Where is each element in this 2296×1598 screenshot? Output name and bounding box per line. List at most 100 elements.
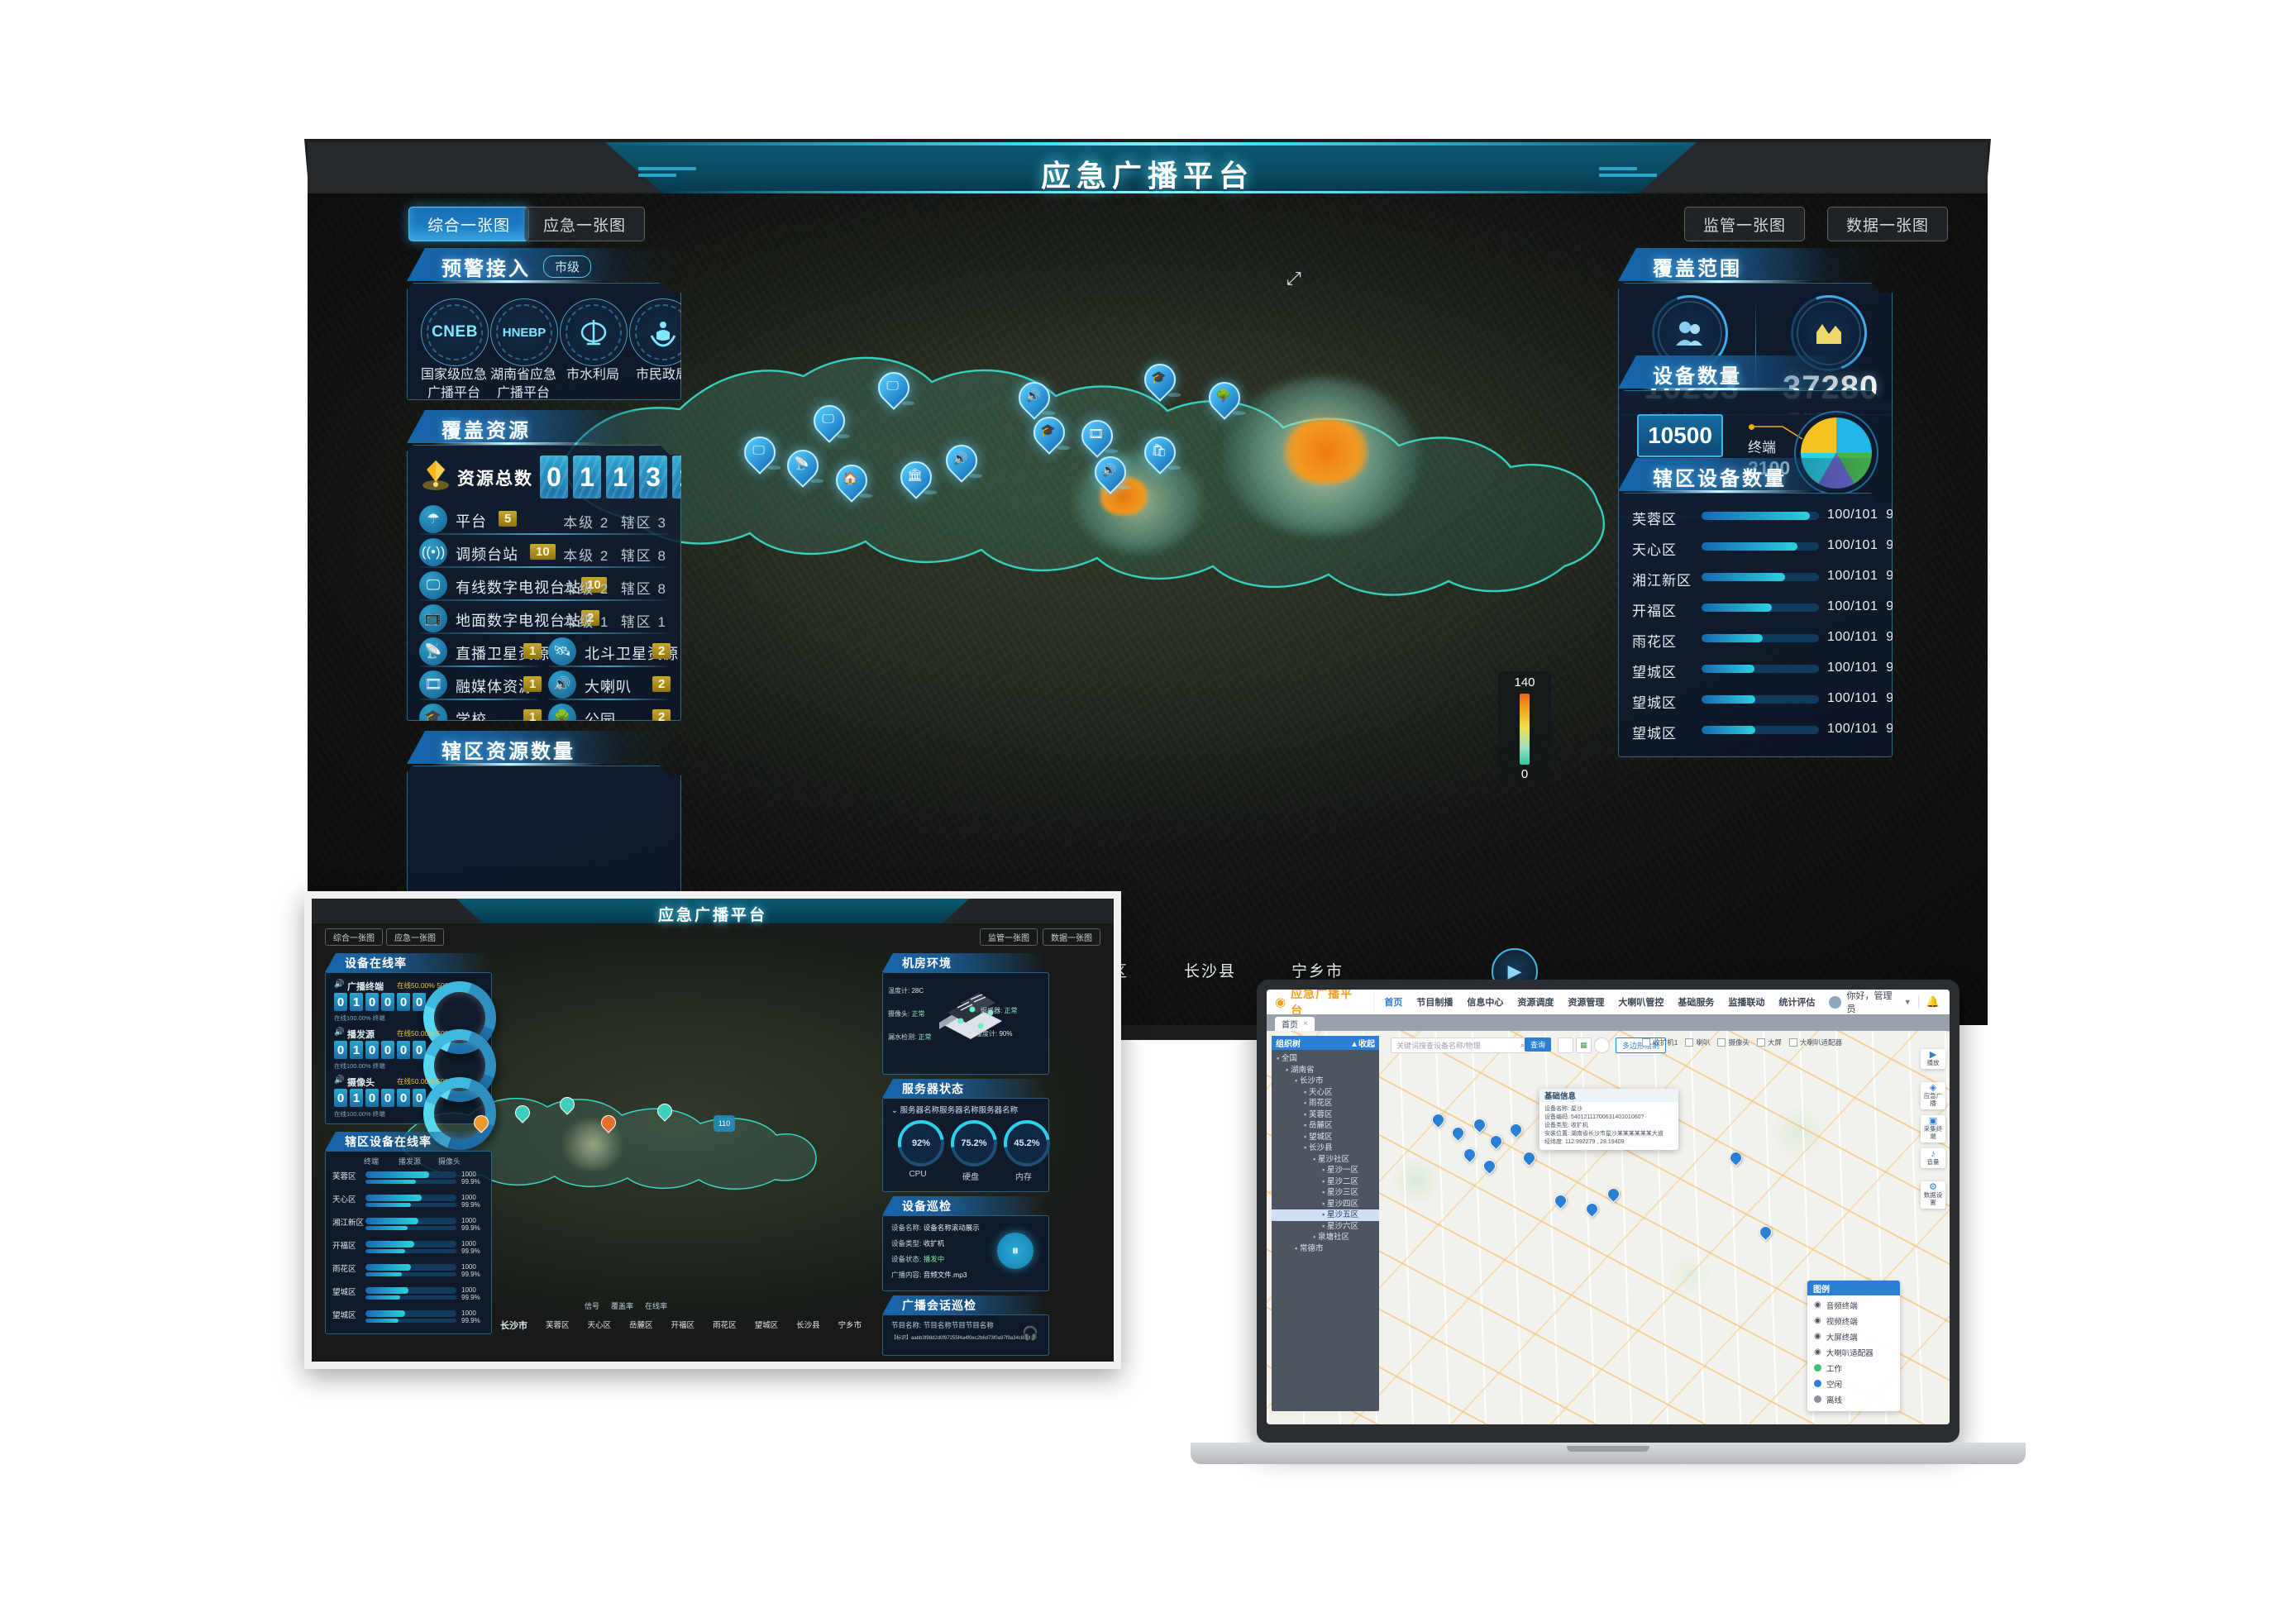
water-bureau-icon[interactable] bbox=[560, 298, 628, 366]
secondary-marker-badge[interactable]: 110 bbox=[714, 1115, 735, 1132]
secondary-district-label[interactable]: 开福区 bbox=[671, 1321, 695, 1330]
tree-node[interactable]: ▪ 全国 bbox=[1277, 1054, 1298, 1063]
area-draw-icon[interactable]: ▦ bbox=[1576, 1038, 1592, 1053]
field-value: 播发中 bbox=[923, 1255, 945, 1263]
tree-node[interactable]: ▪ 星沙社区 bbox=[1313, 1154, 1350, 1164]
resource-row-fm[interactable]: ((•)) 调频台站 10 本级 2 辖区 8 bbox=[419, 538, 667, 568]
hnebp-logo-icon[interactable]: HNEBP bbox=[490, 298, 558, 366]
bell-icon[interactable]: 🔔 bbox=[1926, 995, 1940, 1008]
tree-node[interactable]: ▪ 常德市 bbox=[1295, 1243, 1324, 1253]
chevron-down-icon[interactable]: ▼ bbox=[1903, 998, 1912, 1006]
tab-data-map[interactable]: 数据一张图 bbox=[1827, 207, 1949, 241]
circle-draw-icon[interactable] bbox=[1594, 1038, 1610, 1053]
laptop-tab-home[interactable]: 首页 × bbox=[1275, 1017, 1315, 1031]
secondary-district-label[interactable]: 雨花区 bbox=[713, 1321, 737, 1330]
tree-node[interactable]: ▪ 湖南省 bbox=[1286, 1065, 1315, 1075]
laptop-nav-item[interactable]: 资源调度 bbox=[1517, 998, 1554, 1008]
laptop-nav-item[interactable]: 监播联动 bbox=[1728, 998, 1765, 1008]
emergency-icon[interactable]: ◈ 应急广播 bbox=[1921, 1082, 1945, 1109]
resource-row-cable-tv[interactable]: 🖵 有线数字电视台站 10 本级 2 辖区 8 bbox=[419, 571, 667, 601]
cneb-logo-icon[interactable]: CNEB bbox=[421, 298, 489, 366]
laptop-nav-item[interactable]: 大喇叭管控 bbox=[1618, 998, 1664, 1008]
laptop-nav-item[interactable]: 节目制播 bbox=[1416, 998, 1453, 1008]
online-rate-title: 设备在线率 bbox=[345, 956, 407, 970]
laptop-nav-item[interactable]: 信息中心 bbox=[1467, 998, 1504, 1008]
tree-node[interactable]: ▪ 望城区 bbox=[1304, 1132, 1333, 1142]
gear-icon[interactable]: ⚙ 数据设置 bbox=[1921, 1181, 1945, 1209]
checkbox[interactable] bbox=[1788, 1038, 1797, 1047]
map-filter-item[interactable]: 大屏 bbox=[1756, 1038, 1782, 1047]
volume-icon[interactable]: ♪ 音量 bbox=[1921, 1148, 1945, 1168]
tree-node[interactable]: ▪ 长沙县 bbox=[1304, 1143, 1333, 1152]
search-icon[interactable]: ⌕ bbox=[1520, 1041, 1525, 1049]
secondary-district-label[interactable]: 望城区 bbox=[754, 1321, 779, 1330]
tree-node[interactable]: ▪ 星沙二区 bbox=[1322, 1176, 1359, 1186]
secondary-district-label[interactable]: 芙蓉区 bbox=[546, 1321, 570, 1330]
laptop-user[interactable]: 你好，管理员 bbox=[1846, 991, 1893, 1014]
checkbox[interactable] bbox=[1717, 1038, 1726, 1047]
tree-node[interactable]: ▪ 星沙六区 bbox=[1322, 1221, 1359, 1231]
resource-row-media[interactable]: 🎞 融媒体资源 1 bbox=[419, 670, 538, 700]
map-filter-item[interactable]: 喇叭 bbox=[1685, 1038, 1710, 1047]
map-filter-item[interactable]: 大喇叭适配器 bbox=[1788, 1038, 1842, 1047]
tree-node[interactable]: ▪ 长沙市 bbox=[1295, 1076, 1324, 1085]
collapse-icon[interactable]: ▲收起 bbox=[1350, 1040, 1375, 1049]
tree-node[interactable]: ▪ 星沙四区 bbox=[1322, 1199, 1359, 1209]
tree-node[interactable]: ▪ 泉塘社区 bbox=[1313, 1233, 1350, 1242]
avatar[interactable] bbox=[1829, 995, 1841, 1009]
rect-draw-icon[interactable] bbox=[1558, 1038, 1573, 1053]
secondary-district-label[interactable]: 天心区 bbox=[587, 1321, 612, 1330]
online-status: 在线50.00% 5000 bbox=[397, 1029, 453, 1038]
close-icon[interactable]: × bbox=[1303, 1019, 1308, 1028]
secondary-tab-comprehensive[interactable]: 综合一张图 bbox=[325, 928, 383, 946]
resource-row-platform[interactable]: ☂ 平台 5 本级 2 辖区 3 bbox=[419, 505, 667, 535]
map-filter-item[interactable]: 摄像头 bbox=[1717, 1038, 1749, 1047]
resource-badge: 1 bbox=[523, 643, 542, 659]
checkbox[interactable] bbox=[1685, 1038, 1694, 1047]
server-selector[interactable]: ⌄ 服务器名称服务器名称服务器名称 bbox=[891, 1106, 1019, 1115]
secondary-district-label[interactable]: 宁乡市 bbox=[838, 1321, 862, 1330]
secondary-tab-emergency[interactable]: 应急一张图 bbox=[386, 928, 444, 946]
collect-icon[interactable]: ▣ 采集终端 bbox=[1921, 1115, 1945, 1142]
warning-access-header: 预警接入 市级 bbox=[407, 248, 680, 283]
tree-node[interactable]: ▪ 芙蓉区 bbox=[1304, 1109, 1333, 1119]
tab-comprehensive-map[interactable]: 综合一张图 bbox=[408, 207, 530, 241]
secondary-tab-data[interactable]: 数据一张图 bbox=[1043, 928, 1100, 946]
platform-icon: ☂ bbox=[419, 505, 447, 533]
district-name: 开福区 bbox=[332, 1242, 356, 1251]
tree-node[interactable]: ▪ 天心区 bbox=[1304, 1087, 1333, 1097]
laptop-nav-active[interactable]: 首页 bbox=[1384, 998, 1403, 1008]
tree-node[interactable]: ▪ 岳麓区 bbox=[1304, 1121, 1333, 1130]
resource-row-satellite[interactable]: 📡 直播卫星资源 1 bbox=[419, 637, 538, 667]
search-input[interactable]: 关键词搜查设备名称/物理 ⌕ bbox=[1391, 1038, 1530, 1053]
resource-row-beidou[interactable]: 🛰 北斗卫星资源 2 bbox=[548, 637, 667, 667]
polygon-draw-button[interactable]: 多边形绘制 bbox=[1616, 1038, 1667, 1053]
map-filter-item[interactable]: 收扩机1 bbox=[1642, 1038, 1678, 1047]
laptop-nav-item[interactable]: 基础服务 bbox=[1678, 998, 1715, 1008]
query-button[interactable]: 查询 bbox=[1525, 1038, 1552, 1052]
tree-node[interactable]: ▪ 雨花区 bbox=[1304, 1099, 1333, 1108]
digit: 0 bbox=[397, 993, 410, 1011]
fullscreen-icon[interactable]: ⤢ bbox=[1286, 268, 1301, 289]
map-district-label[interactable]: 宁乡市 bbox=[1291, 963, 1344, 980]
secondary-tab-supervision[interactable]: 监管一张图 bbox=[980, 928, 1038, 946]
map-district-label[interactable]: 长沙县 bbox=[1184, 963, 1237, 980]
tab-emergency-map[interactable]: 应急一张图 bbox=[524, 207, 646, 241]
play-icon[interactable]: ▶ 播放 bbox=[1921, 1049, 1945, 1069]
laptop-nav-item[interactable]: 资源管理 bbox=[1568, 998, 1605, 1008]
tree-node[interactable]: ▪ 星沙三区 bbox=[1322, 1188, 1359, 1197]
pause-icon[interactable]: ⏸ bbox=[997, 1233, 1033, 1269]
secondary-district-label[interactable]: 岳麓区 bbox=[629, 1321, 653, 1330]
checkbox[interactable] bbox=[1642, 1038, 1651, 1047]
resource-row-terrestrial-tv[interactable]: 📺 地面数字电视台站 2 本级 1 辖区 1 bbox=[419, 604, 667, 634]
resource-row-loudspeaker[interactable]: 🔊 大喇叭 2 bbox=[548, 670, 667, 700]
tree-bullet-icon: ▪ bbox=[1313, 1154, 1316, 1164]
tab-supervision-map[interactable]: 监管一张图 bbox=[1684, 207, 1806, 241]
tree-node[interactable]: ▪ 星沙一区 bbox=[1322, 1166, 1359, 1175]
tree-node[interactable]: ▪ 星沙五区 bbox=[1272, 1209, 1379, 1221]
laptop-nav-item[interactable]: 统计评估 bbox=[1778, 998, 1816, 1008]
checkbox[interactable] bbox=[1756, 1038, 1765, 1047]
secondary-district-label[interactable]: 长沙市 bbox=[500, 1321, 527, 1331]
secondary-district-label[interactable]: 长沙县 bbox=[796, 1321, 820, 1330]
headphone-icon[interactable]: 🎧 bbox=[1022, 1327, 1038, 1341]
